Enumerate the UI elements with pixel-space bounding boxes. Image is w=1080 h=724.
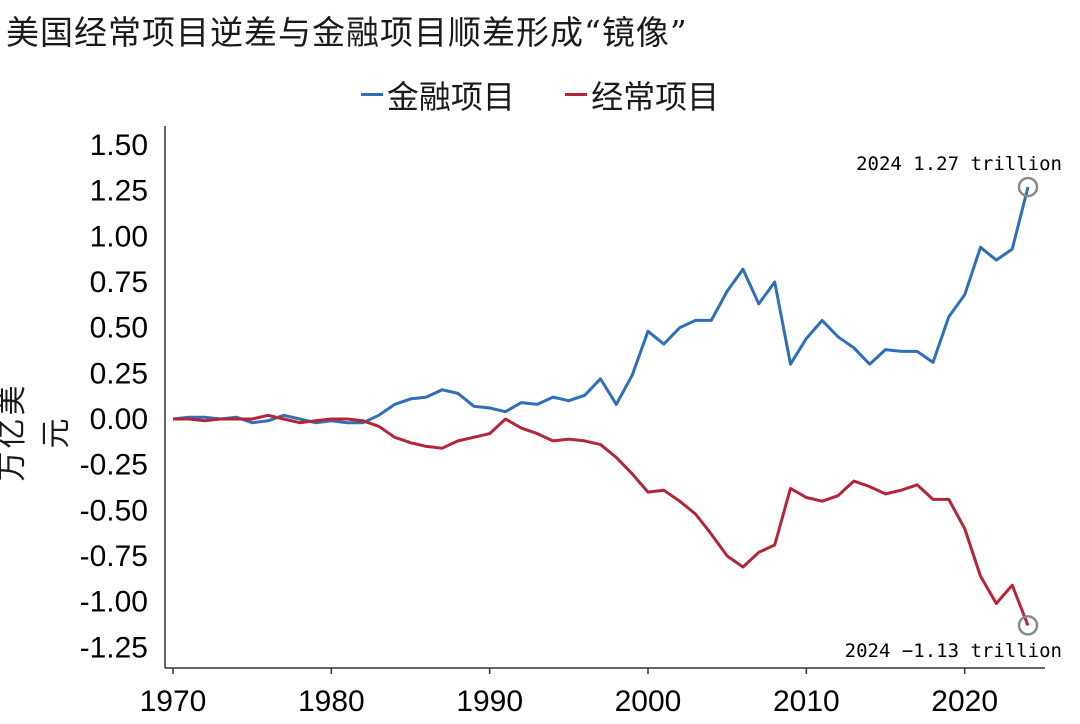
x-tick-label: 1980 xyxy=(298,685,365,718)
legend-item-current: 经常项目 xyxy=(565,72,719,118)
y-tick-label: -1.25 xyxy=(80,631,148,664)
annotation-label: 2024 −1.13 trillion xyxy=(845,640,1062,662)
y-tick-label: -0.75 xyxy=(80,540,148,573)
x-tick-label: 1990 xyxy=(456,685,523,718)
y-tick-label: -1.00 xyxy=(80,586,148,619)
x-tick-label: 2000 xyxy=(615,685,682,718)
annotation-marker xyxy=(1017,176,1039,198)
legend-swatch-financial xyxy=(360,93,383,96)
y-tick-label: 0.00 xyxy=(90,403,148,436)
legend-item-financial: 金融项目 xyxy=(360,72,515,118)
annotation-label: 2024 1.27 trillion xyxy=(856,153,1062,175)
y-tick-label: 1.25 xyxy=(90,175,148,208)
series-lines xyxy=(172,186,1030,626)
axes xyxy=(164,126,1045,674)
annotation-marker xyxy=(1017,615,1039,636)
chart-title: 美国经常项目逆差与金融项目顺差形成“镜像” xyxy=(6,13,688,52)
x-tick-label: 2020 xyxy=(931,685,998,718)
series-line-financial xyxy=(172,186,1030,425)
x-tick-label: 1970 xyxy=(140,685,207,718)
legend-swatch-current xyxy=(565,93,588,96)
annotations: 2024 1.27 trillion 2024 −1.13 trillion xyxy=(845,153,1062,662)
tick-labels: 1.50 1.25 1.00 0.75 0.50 0.25 0.00 -0.25 -0.50 -0… xyxy=(80,129,998,718)
y-tick-label: -0.25 xyxy=(80,449,148,482)
y-tick-label: -0.50 xyxy=(80,494,148,527)
x-tick-label: 2010 xyxy=(773,685,840,718)
series-line-current xyxy=(173,413,1030,626)
y-tick-label: 0.75 xyxy=(90,266,148,299)
legend: 金融项目 经常项目 xyxy=(0,66,1080,118)
y-tick-label: 0.50 xyxy=(90,312,148,345)
y-tick-label: 1.50 xyxy=(90,129,148,162)
y-tick-label: 0.25 xyxy=(90,357,148,390)
legend-label-financial: 金融项目 xyxy=(386,77,515,116)
y-tick-label: 1.00 xyxy=(90,220,148,253)
legend-label-current: 经常项目 xyxy=(591,77,720,116)
